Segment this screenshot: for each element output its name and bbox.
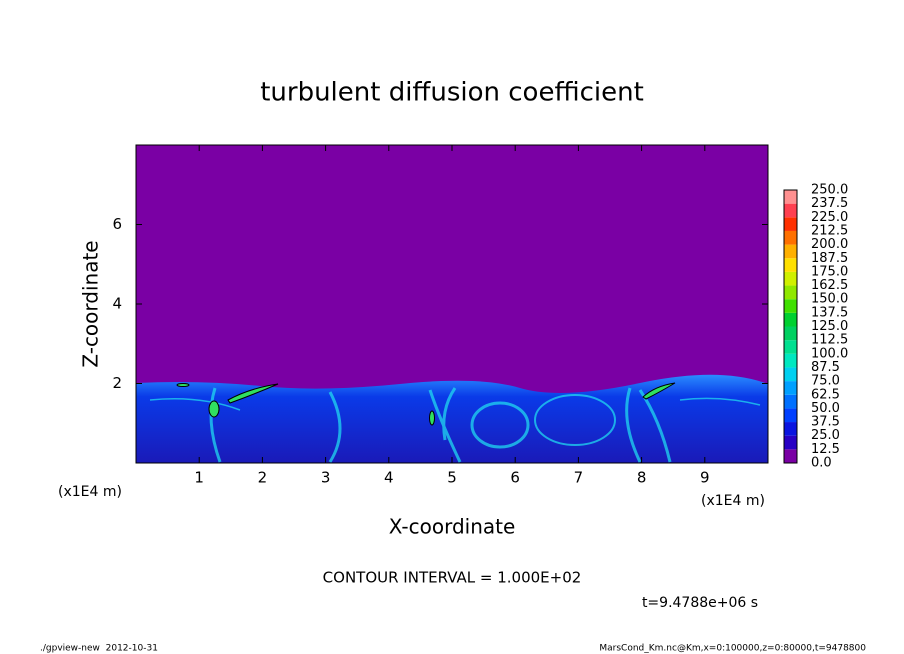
x-tick-label: 9 [700,469,710,487]
colorbar-bin [784,381,797,395]
colorbar-frame [783,189,798,464]
colorbar-bin [784,353,797,368]
x-tick-label: 5 [447,469,457,487]
x-tick-label: 4 [384,469,394,487]
colorbar-label: 212.5 [811,223,848,238]
field [136,145,768,463]
colorbar-bin [784,340,797,354]
colorbar-label: 250.0 [811,183,848,198]
colorbar-bin [784,312,797,327]
colorbar-bin [784,258,797,272]
colorbar-bin [784,285,797,300]
colorbar-bin [784,244,797,259]
x-tick-label: 3 [321,469,331,487]
y-tick-label: 4 [112,295,122,313]
colorbar-bin [784,217,797,231]
colorbar-label: 25.0 [811,428,840,443]
colorbar-label: 200.0 [811,237,848,252]
colorbar-label: 50.0 [811,401,840,416]
colorbar-bin [784,394,797,409]
footer-right: MarsCond_Km.nc@Km,x=0:100000,z=0:80000,t… [599,644,866,654]
colorbar-bin [784,408,797,423]
colorbar-label: 100.0 [811,346,848,361]
x-tick-label: 1 [194,469,204,487]
x-unit: (x1E4 m) [701,493,765,509]
y-tick-label: 6 [112,215,122,233]
colorbar-bin [784,449,797,463]
colorbar-bin [784,422,797,436]
colorbar-bin [784,326,797,341]
x-tick-label: 8 [637,469,647,487]
chart-title: turbulent diffusion coefficient [260,78,644,108]
colorbar-label: 137.5 [811,305,848,320]
colorbar-label: 237.5 [811,196,848,211]
time-label: t=9.4788e+06 s [642,595,758,611]
x-tick-label: 6 [510,469,520,487]
colorbar-label: 0.0 [811,456,832,471]
colorbar-label: 87.5 [811,360,840,375]
colorbar-bin [784,435,797,450]
colorbar-label: 162.5 [811,278,848,293]
colorbar-label: 175.0 [811,264,848,279]
colorbar-bin [784,299,797,313]
colorbar-bin [784,367,797,382]
colorbar-label: 62.5 [811,387,840,402]
contour-interval: CONTOUR INTERVAL = 1.000E+02 [323,569,582,587]
colorbar-label: 75.0 [811,374,840,389]
colorbar-bin [784,230,797,245]
colorbar-label: 225.0 [811,210,848,225]
colorbar-label: 37.5 [811,415,840,430]
colorbar-bin [784,190,797,204]
colorbar-label: 12.5 [811,442,840,457]
colorbar-bin [784,203,797,218]
x-tick-label: 7 [574,469,584,487]
colorbar-label: 125.0 [811,319,848,334]
y-unit: (x1E4 m) [58,484,122,500]
footer-left: ./gpview-new 2012-10-31 [40,644,158,654]
colorbar-label: 150.0 [811,292,848,307]
colorbar-label: 112.5 [811,333,848,348]
x-tick-label: 2 [258,469,268,487]
y-axis-label: Z-coordinate [79,240,103,367]
colorbar-bin [784,271,797,286]
colorbar-label: 187.5 [811,251,848,266]
y-tick-label: 2 [112,374,122,392]
x-axis-label: X-coordinate [389,515,516,539]
